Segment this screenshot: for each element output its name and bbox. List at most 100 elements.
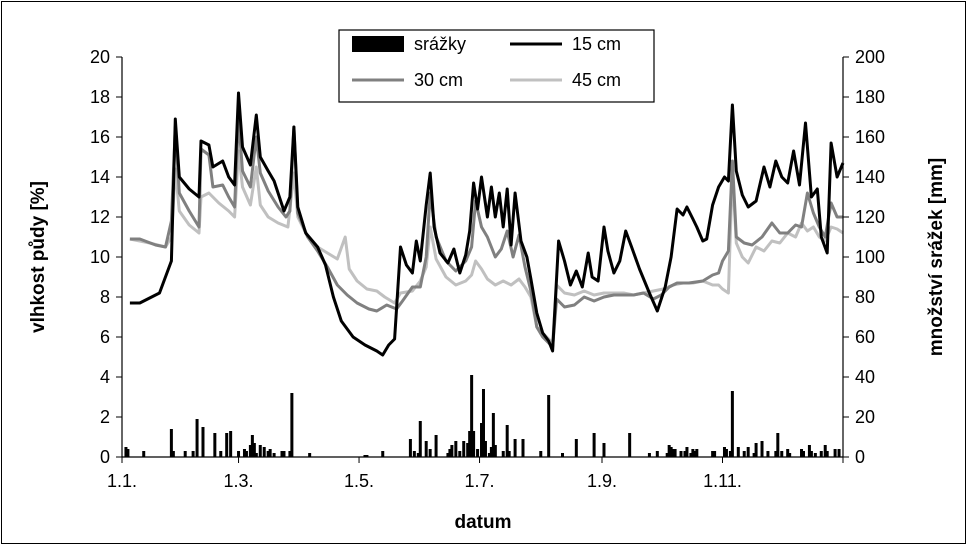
precip-bar xyxy=(476,449,480,457)
precip-bar xyxy=(483,441,487,457)
y2-tick-label: 200 xyxy=(855,47,885,67)
x-tick-label: 1.9. xyxy=(587,471,617,491)
precip-bar xyxy=(507,451,511,457)
precip-bar xyxy=(809,451,813,457)
precip-bar xyxy=(521,439,525,457)
series-line-15cm xyxy=(129,91,845,357)
precip-bar xyxy=(470,375,474,457)
precip-bar xyxy=(780,451,784,457)
precip-bar xyxy=(823,445,827,457)
precip-bar xyxy=(408,439,412,457)
legend-label: 30 cm xyxy=(414,70,463,90)
precip-bar xyxy=(169,429,173,457)
precip-bar xyxy=(711,451,715,457)
y-tick-label: 12 xyxy=(90,207,110,227)
precip-bar xyxy=(266,451,270,457)
precip-bar xyxy=(825,451,829,457)
x-tick-label: 1.11. xyxy=(703,471,742,491)
precip-bar xyxy=(776,433,780,457)
precip-bar xyxy=(195,419,199,457)
precip-bar xyxy=(462,441,466,457)
precip-bar xyxy=(262,447,266,457)
precip-bar xyxy=(752,453,756,457)
series-line-30cm xyxy=(129,115,843,349)
precip-bar xyxy=(730,391,734,457)
precip-bar xyxy=(628,433,632,457)
precip-bar xyxy=(513,439,517,457)
precip-bar xyxy=(282,451,286,457)
precip-bar xyxy=(724,449,728,457)
precip-bar xyxy=(766,451,770,457)
precip-bar xyxy=(248,445,252,457)
x-axis-label: datum xyxy=(455,512,512,533)
y2-tick-label: 60 xyxy=(855,327,875,347)
y2-tick-label: 0 xyxy=(855,447,865,467)
y2-tick-label: 140 xyxy=(855,167,885,187)
x-tick-label: 1.3. xyxy=(224,471,254,491)
precip-bar xyxy=(418,421,422,457)
precip-bar xyxy=(481,389,485,457)
precip-bar xyxy=(272,453,276,457)
precip-bar xyxy=(480,423,484,457)
precip-bar xyxy=(837,449,841,457)
precip-bar xyxy=(695,449,699,457)
precip-bar xyxy=(363,455,367,457)
precip-bar xyxy=(819,451,823,457)
y2-tick-label: 120 xyxy=(855,207,885,227)
precip-bar xyxy=(126,449,130,457)
precip-bar xyxy=(491,413,495,457)
precip-bar xyxy=(142,451,146,457)
precip-bar xyxy=(280,451,284,457)
legend-label: 15 cm xyxy=(572,34,621,54)
y-tick-label: 0 xyxy=(100,447,110,467)
precip-bar xyxy=(746,447,750,457)
precip-bar xyxy=(713,451,717,457)
precip-bar xyxy=(250,435,254,457)
precip-bar xyxy=(229,431,233,457)
y2-tick-label: 100 xyxy=(855,247,885,267)
precip-bar xyxy=(592,433,596,457)
precip-bar xyxy=(683,451,687,457)
precip-bar xyxy=(728,451,732,457)
precip-bar xyxy=(183,451,187,457)
precip-bar xyxy=(691,449,695,457)
precip-bar xyxy=(446,453,450,457)
precip-bar xyxy=(813,453,817,457)
axes xyxy=(116,56,849,463)
precip-bar xyxy=(547,395,551,457)
precip-bar xyxy=(468,431,472,457)
y-tick-label: 14 xyxy=(90,167,110,187)
precip-bar xyxy=(124,447,128,457)
precip-bar xyxy=(424,441,428,457)
precip-bar xyxy=(454,441,458,457)
precip-bar xyxy=(237,451,241,457)
legend-swatch-srazky xyxy=(352,36,404,52)
precip-bar xyxy=(647,453,651,457)
y-axis-label: vlhkost půdy [%] xyxy=(28,181,49,333)
precip-bar xyxy=(487,453,491,457)
precip-bar xyxy=(381,451,385,457)
precip-bar xyxy=(673,449,677,457)
precip-bar xyxy=(450,445,454,457)
precip-bar xyxy=(742,451,746,457)
precip-bar xyxy=(505,425,509,457)
y-tick-label: 8 xyxy=(100,287,110,307)
y2-tick-label: 160 xyxy=(855,127,885,147)
precip-bar xyxy=(472,431,476,457)
y2-tick-label: 180 xyxy=(855,87,885,107)
precip-bar xyxy=(655,451,659,457)
precip-bar xyxy=(754,443,758,457)
y-tick-label: 20 xyxy=(90,47,110,67)
precip-bar xyxy=(788,453,792,457)
precip-bars xyxy=(124,375,841,457)
y-tick-label: 2 xyxy=(100,407,110,427)
y2-tick-label: 20 xyxy=(855,407,875,427)
legend-label: 45 cm xyxy=(572,70,621,90)
precip-bar xyxy=(412,451,416,457)
precip-bar xyxy=(800,449,804,457)
legend-label: srážky xyxy=(414,34,466,54)
precip-bar xyxy=(252,443,256,457)
precip-bar xyxy=(760,441,764,457)
y-tick-label: 10 xyxy=(90,247,110,267)
